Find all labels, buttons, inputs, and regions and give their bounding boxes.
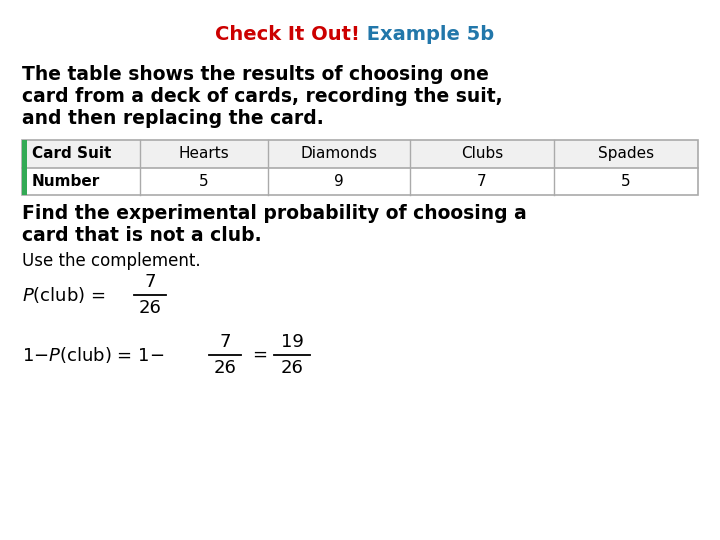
Text: 5: 5 [199,174,209,189]
Text: card from a deck of cards, recording the suit,: card from a deck of cards, recording the… [22,87,503,106]
Text: $\mathit{P}$(club) =: $\mathit{P}$(club) = [22,285,105,305]
Text: Check It Out!: Check It Out! [215,25,360,44]
Text: Spades: Spades [598,146,654,161]
Text: 26: 26 [281,359,303,377]
Bar [22,167,698,195]
Text: 26: 26 [138,299,161,317]
Text: 9: 9 [334,174,344,189]
Bar [22,140,27,195]
Text: Diamonds: Diamonds [300,146,377,161]
Text: 7: 7 [144,273,156,291]
Text: Example 5b: Example 5b [360,25,494,44]
Text: 7: 7 [220,333,230,351]
Text: Hearts: Hearts [179,146,230,161]
Text: Number: Number [32,174,100,189]
Text: =: = [252,346,267,364]
Text: Clubs: Clubs [461,146,503,161]
Bar [22,140,698,195]
Text: The table shows the results of choosing one: The table shows the results of choosing … [22,65,489,84]
Text: 7: 7 [477,174,487,189]
Text: 26: 26 [214,359,236,377]
Text: 19: 19 [281,333,303,351]
Text: Card Suit: Card Suit [32,146,112,161]
Text: Use the complement.: Use the complement. [22,252,201,270]
Text: 1$-$$\mathit{P}$(club) = 1$-$: 1$-$$\mathit{P}$(club) = 1$-$ [22,345,164,365]
Text: and then replacing the card.: and then replacing the card. [22,109,324,128]
Text: 5: 5 [621,174,631,189]
Text: Find the experimental probability of choosing a: Find the experimental probability of cho… [22,204,527,223]
Text: card that is not a club.: card that is not a club. [22,226,261,245]
Bar [22,140,698,167]
